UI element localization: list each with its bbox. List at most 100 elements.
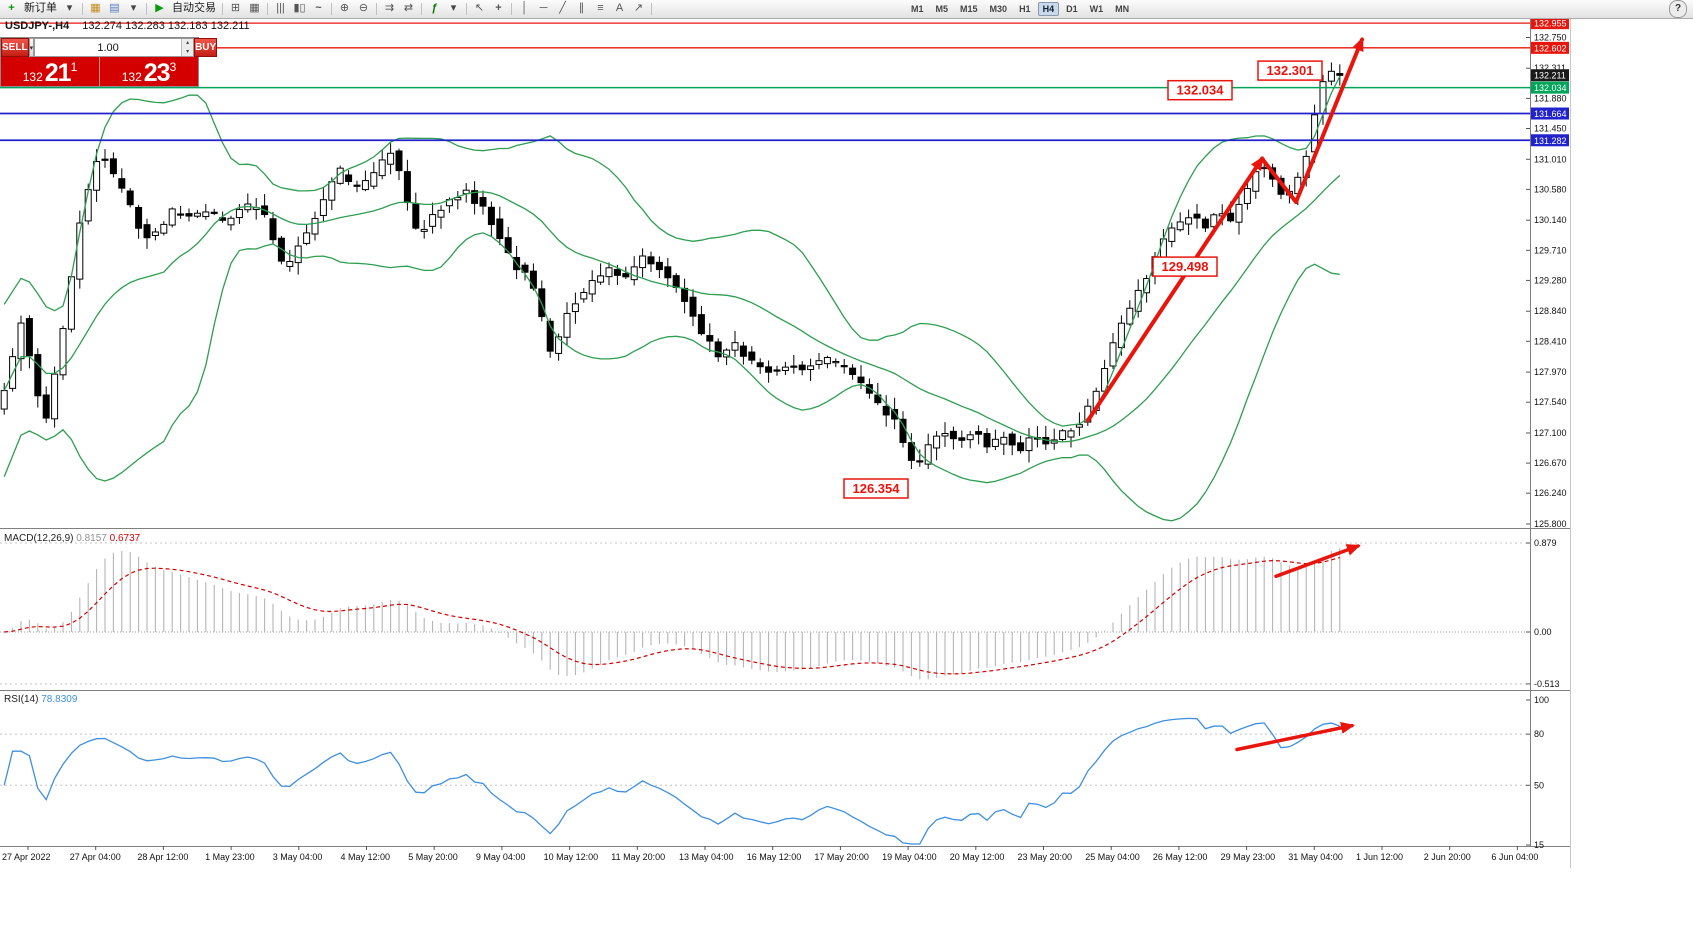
price-tag: 131.282: [1531, 134, 1569, 147]
channel-icon[interactable]: ∥: [578, 2, 585, 14]
price-tick: 132.750: [1534, 33, 1567, 43]
price-scale: 132.750 132.311 131.880 131.450 131.010 130.5…: [1526, 17, 1569, 850]
main-toolbar: + 新订单 ▾ ▦ ▤ ▾ ▶ 自动交易 ⊞ ▦ ||| ▮▯ ~ ⊕ ⊖ ⇉ ⇄ ƒ ▾ ↖ + │ ─ ╱ ∥ ≡ A ↗ M1 M5…: [0, 0, 1693, 19]
time-label: 26 May 12:00: [1153, 852, 1208, 862]
buy-price[interactable]: 132 23 3: [99, 57, 198, 86]
svg-text:131.664: 131.664: [1534, 109, 1567, 119]
fibonacci-icon[interactable]: ≡: [597, 2, 604, 14]
buy-button[interactable]: BUY: [194, 38, 218, 57]
price-tick: 130.580: [1534, 184, 1567, 194]
price-tick: 127.100: [1534, 428, 1567, 438]
cursor-icon[interactable]: ↖: [474, 2, 485, 14]
autotrade-play-icon[interactable]: ▶: [155, 2, 164, 14]
profiles-icon[interactable]: ▤: [109, 2, 120, 14]
sell-price[interactable]: 132 21 1: [1, 57, 99, 86]
timeframe-h1[interactable]: H1: [1019, 4, 1031, 14]
timeframe-m15[interactable]: M15: [960, 4, 978, 14]
price-tick: 129.280: [1534, 275, 1567, 285]
macd-arrow[interactable]: [1274, 544, 1361, 579]
toolbar-separator: [82, 3, 83, 15]
macd-tick: 0.879: [1534, 538, 1557, 548]
vertical-line-icon[interactable]: │: [521, 2, 528, 14]
sell-button[interactable]: SELL: [1, 38, 29, 57]
zoom-in-icon[interactable]: ⊕: [339, 2, 350, 14]
timeframe-w1[interactable]: W1: [1089, 4, 1104, 14]
zoom-out-icon[interactable]: ⊖: [358, 2, 369, 14]
toolbar-group-chart-type: ||| ▮▯ ~: [271, 0, 328, 18]
price-tick: 125.800: [1534, 519, 1567, 529]
new-chart-icon[interactable]: ⊞: [230, 2, 241, 14]
price-annotation[interactable]: 129.498: [1152, 256, 1218, 277]
price-annotation[interactable]: 132.034: [1167, 79, 1233, 101]
tile-windows-icon[interactable]: ▦: [249, 2, 260, 14]
toolbar-group-autotrade: ▶ 自动交易: [150, 0, 219, 18]
toolbar-separator: [651, 3, 652, 15]
arrows-tool-icon[interactable]: ↗: [633, 2, 644, 14]
macd-signal-line: [4, 557, 1340, 675]
autotrade-label[interactable]: 自动交易: [172, 2, 216, 14]
toolbar-group-profiles: ▦ ▤ ▾: [86, 0, 143, 18]
new-order-label[interactable]: 新订单: [24, 2, 57, 14]
volume-decrease-icon[interactable]: ▾: [182, 47, 194, 56]
profiles-dropdown-icon[interactable]: ▾: [130, 2, 137, 14]
order-type-dropdown-icon[interactable]: ▾: [28, 38, 35, 57]
bars-chart-icon[interactable]: |||: [276, 2, 285, 14]
trend-arrow[interactable]: [1260, 156, 1298, 204]
timeframe-m5[interactable]: M5: [935, 4, 949, 14]
one-click-trading-panel: SELL ▾ ▴ ▾ BUY 132 21 1 132 23 3: [0, 37, 218, 87]
chart-shift-icon[interactable]: ⇄: [403, 2, 414, 14]
charts-folder-icon[interactable]: ▦: [90, 2, 101, 14]
timeframe-mn[interactable]: MN: [1115, 4, 1130, 14]
help-icon[interactable]: ?: [1669, 0, 1687, 18]
sell-price-sup: 1: [70, 60, 78, 74]
auto-scroll-icon[interactable]: ⇉: [384, 2, 395, 14]
price-annotation[interactable]: 126.354: [843, 478, 909, 499]
trendline-icon[interactable]: ╱: [559, 2, 566, 14]
new-order-icon[interactable]: +: [8, 2, 15, 14]
volume-input[interactable]: [35, 39, 182, 56]
text-tool-icon[interactable]: A: [615, 2, 624, 14]
price-tick: 128.840: [1534, 306, 1567, 316]
toolbar-separator: [222, 3, 223, 15]
timeframe-h4[interactable]: H4: [1037, 2, 1060, 16]
rsi-tick: 80: [1534, 729, 1544, 739]
time-label: 27 Apr 2022: [2, 852, 51, 862]
price-tick: 127.540: [1534, 397, 1567, 407]
price-tick: 130.140: [1534, 215, 1567, 225]
macd-label: MACD(12,26,9) 0.8157 0.6737: [4, 533, 141, 544]
trend-arrow[interactable]: [1086, 156, 1264, 423]
timeframe-m30[interactable]: M30: [989, 4, 1008, 14]
sell-price-big: 21: [44, 59, 72, 87]
rsi-tick: 100: [1534, 695, 1549, 705]
crosshair-icon[interactable]: +: [495, 2, 502, 14]
candlestick-chart-icon[interactable]: ▮▯: [293, 2, 306, 14]
volume-increase-icon[interactable]: ▴: [182, 39, 194, 48]
horizontal-line-icon[interactable]: ─: [539, 2, 548, 14]
new-order-dropdown-icon[interactable]: ▾: [66, 2, 73, 14]
indicators-dropdown-icon[interactable]: ▾: [450, 2, 457, 14]
trend-arrow[interactable]: [1294, 36, 1364, 204]
price-annotation[interactable]: 132.301: [1257, 60, 1323, 81]
buy-price-sup: 3: [169, 60, 177, 74]
toolbar-separator: [331, 3, 332, 15]
candlestick-series: [0, 62, 1344, 470]
macd-tick: -0.513: [1534, 679, 1560, 689]
toolbar-separator: [146, 3, 147, 15]
indicators-icon[interactable]: ƒ: [431, 2, 438, 14]
svg-text:132.034: 132.034: [1177, 83, 1225, 98]
macd-histogram: [12, 548, 1341, 680]
rsi-arrow[interactable]: [1235, 721, 1355, 752]
price-tag: 132.034: [1531, 81, 1569, 94]
timeframe-d1[interactable]: D1: [1066, 4, 1078, 14]
svg-text:132.301: 132.301: [1267, 63, 1314, 78]
toolbar-separator: [466, 3, 467, 15]
timeframe-m1[interactable]: M1: [911, 4, 924, 14]
price-tick: 132.311: [1534, 63, 1566, 73]
line-chart-icon[interactable]: ~: [315, 2, 322, 14]
time-label: 29 May 23:00: [1221, 852, 1276, 862]
rsi-line: [3, 717, 1341, 845]
price-tick: 131.010: [1534, 154, 1567, 164]
bollinger-lower: [3, 232, 1340, 522]
time-axis: 27 Apr 2022 27 Apr 04:00 28 Apr 12:00 1 May…: [2, 846, 1538, 862]
